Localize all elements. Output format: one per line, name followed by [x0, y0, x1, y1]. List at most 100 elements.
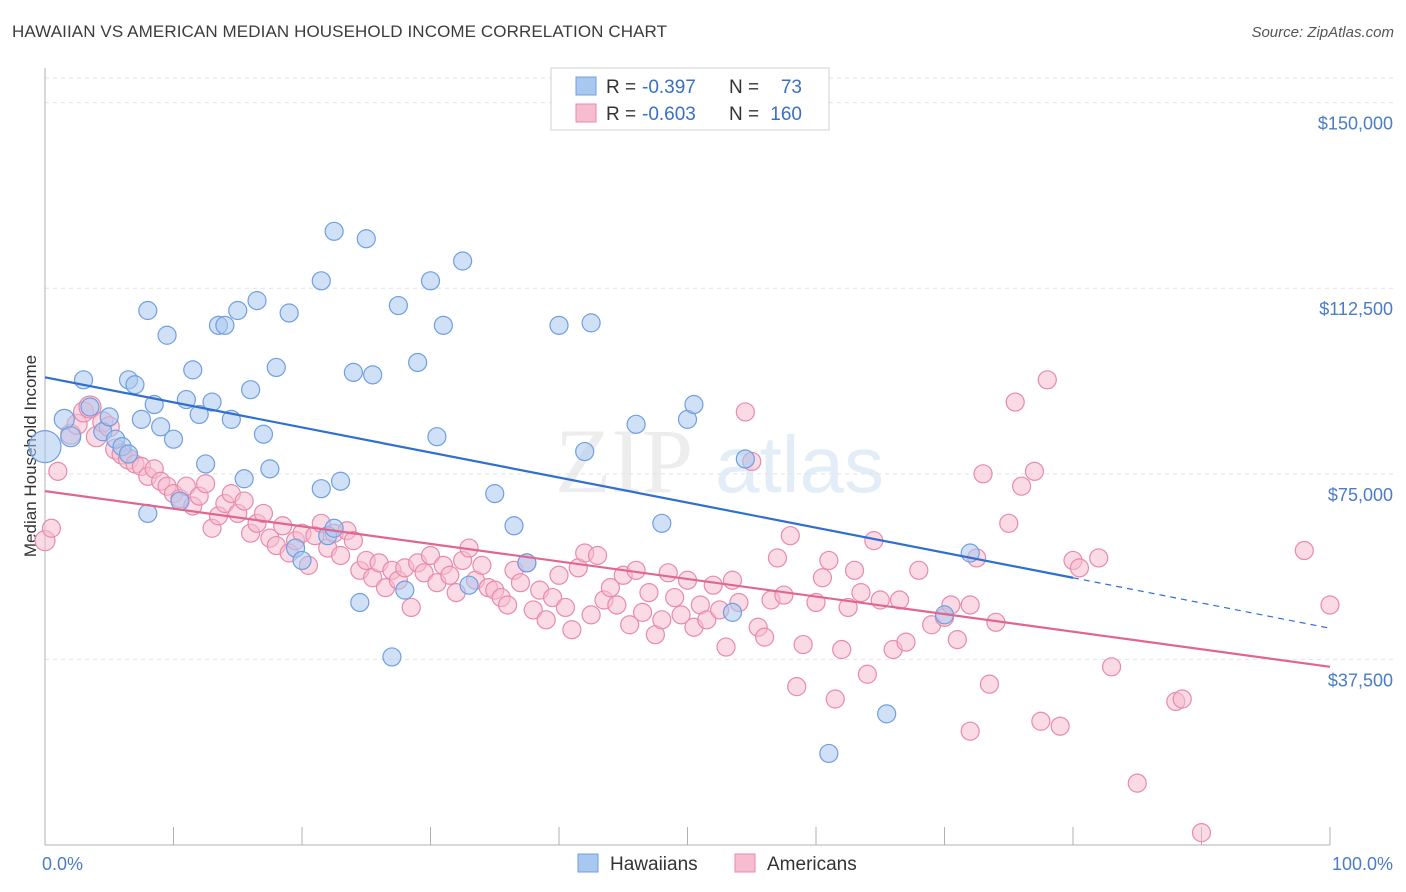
hawaiians-point-49	[388, 295, 408, 316]
watermark: ZIP atlas	[555, 410, 884, 512]
americans-point-116	[787, 677, 807, 697]
americans-point-119	[812, 568, 833, 588]
legend-n-label-americans: N =	[729, 104, 759, 125]
americans-point-123	[838, 597, 858, 618]
bottom-legend-swatch-americans	[734, 853, 756, 873]
americans-point-111	[754, 627, 775, 647]
americans-point-121	[825, 689, 845, 709]
hawaiians-point-53	[427, 427, 447, 447]
hawaiians-point-41	[324, 518, 344, 538]
americans-point-45	[330, 545, 351, 566]
hawaiians-point-22	[183, 360, 203, 380]
hawaiians-point-30	[241, 380, 261, 400]
americans-point-103	[703, 575, 723, 595]
x-tick-label-right: 100.0%	[1332, 854, 1393, 874]
legend-r-value-americans: -0.603	[642, 104, 696, 125]
hawaiians-point-46	[356, 229, 376, 249]
americans-point-95	[652, 610, 672, 630]
hawaiians-point-69	[819, 743, 839, 764]
y-tick-label-0: $37,500	[1328, 670, 1393, 690]
americans-point-136	[947, 630, 967, 650]
americans-point-148	[1050, 716, 1070, 736]
americans-point-150	[1069, 558, 1090, 578]
hawaiians-point-34	[266, 357, 286, 378]
hawaiians-point-60	[549, 315, 569, 335]
americans-point-81	[562, 620, 582, 640]
hawaiians-point-64	[652, 513, 672, 533]
bottom-legend-swatch-hawaiians	[577, 853, 599, 873]
hawaiians-point-18	[163, 429, 184, 449]
americans-point-140	[979, 674, 1000, 694]
hawaiians-point-66	[684, 394, 704, 415]
hawaiians-point-58	[504, 516, 524, 536]
americans-point-30	[234, 491, 254, 511]
legend-top: R = -0.397 N = 73 R = -0.603 N = 160	[550, 67, 830, 131]
hawaiians-point-56	[459, 575, 479, 595]
americans-point-142	[999, 513, 1019, 533]
americans-point-153	[1127, 773, 1147, 793]
americans-point-56	[401, 597, 421, 618]
hawaiians-point-45	[350, 592, 370, 613]
hawaiians-point-31	[247, 291, 267, 311]
americans-point-85	[587, 545, 608, 566]
legend-swatch-hawaiians	[575, 76, 597, 96]
americans-point-117	[793, 634, 813, 655]
americans-point-131	[896, 632, 916, 652]
americans-point-33	[253, 503, 274, 524]
hawaiians-point-2	[60, 426, 82, 448]
trend-lines	[44, 376, 1331, 668]
americans-point-58	[414, 563, 434, 583]
watermark-zip: ZIP	[555, 410, 693, 512]
hawaiians-point-32	[253, 424, 274, 444]
hawaiians-point-68	[735, 449, 755, 469]
americans-point-97	[665, 587, 685, 608]
hawaiians-point-42	[324, 221, 344, 241]
americans-point-62	[440, 565, 460, 585]
hawaiians-point-11	[125, 375, 145, 395]
hawaiians-point-55	[453, 251, 473, 271]
hawaiians-point-4	[80, 397, 100, 417]
americans-point-152	[1101, 657, 1122, 677]
americans-point-125	[851, 582, 871, 603]
hawaiians-point-50	[395, 580, 415, 600]
americans-point-90	[620, 615, 640, 635]
americans-point-78	[542, 587, 563, 608]
chart-title: HAWAIIAN VS AMERICAN MEDIAN HOUSEHOLD IN…	[12, 22, 668, 41]
hawaiians-point-24	[202, 392, 222, 412]
hawaiians-point-9	[118, 444, 139, 464]
americans-point-147	[1037, 370, 1057, 390]
legend-r-label-americans: R =	[606, 104, 636, 125]
americans-point-108	[735, 402, 755, 422]
gridlines	[45, 77, 1393, 660]
americans-point-67	[472, 555, 492, 575]
hawaiians-point-70	[877, 704, 897, 724]
americans-point-98	[671, 605, 691, 625]
hawaiians-point-43	[330, 471, 351, 491]
americans-point-144	[1011, 476, 1032, 496]
americans-point-132	[909, 560, 929, 580]
legend-n-value-americans: 160	[770, 104, 802, 125]
hawaiians-trend-line	[44, 376, 1074, 579]
y-tick-label-2: $112,500	[1319, 299, 1393, 319]
americans-point-114	[774, 585, 794, 605]
hawaiians-point-26	[215, 315, 235, 335]
hawaiians-point-29	[234, 469, 254, 489]
americans-point-73	[510, 573, 531, 593]
hawaiians-point-33	[260, 459, 280, 479]
legend-n-label-hawaiians: N =	[729, 77, 759, 98]
americans-point-126	[857, 664, 878, 684]
hawaiians-point-51	[408, 352, 428, 373]
hawaiians-point-20	[170, 491, 190, 511]
americans-point-2	[48, 461, 68, 481]
americans-point-36	[273, 516, 293, 536]
americans-point-24	[196, 474, 216, 494]
americans-point-80	[555, 597, 576, 618]
americans-point-139	[973, 464, 993, 484]
bottom-legend-label-hawaiians: Hawaiians	[610, 854, 698, 875]
hawaiians-point-62	[581, 313, 601, 333]
legend-n-value-hawaiians: 73	[781, 77, 802, 98]
americans-point-143	[1005, 392, 1025, 412]
hawaiians-point-23	[196, 454, 216, 474]
x-tick-label-left: 0.0%	[42, 854, 83, 874]
